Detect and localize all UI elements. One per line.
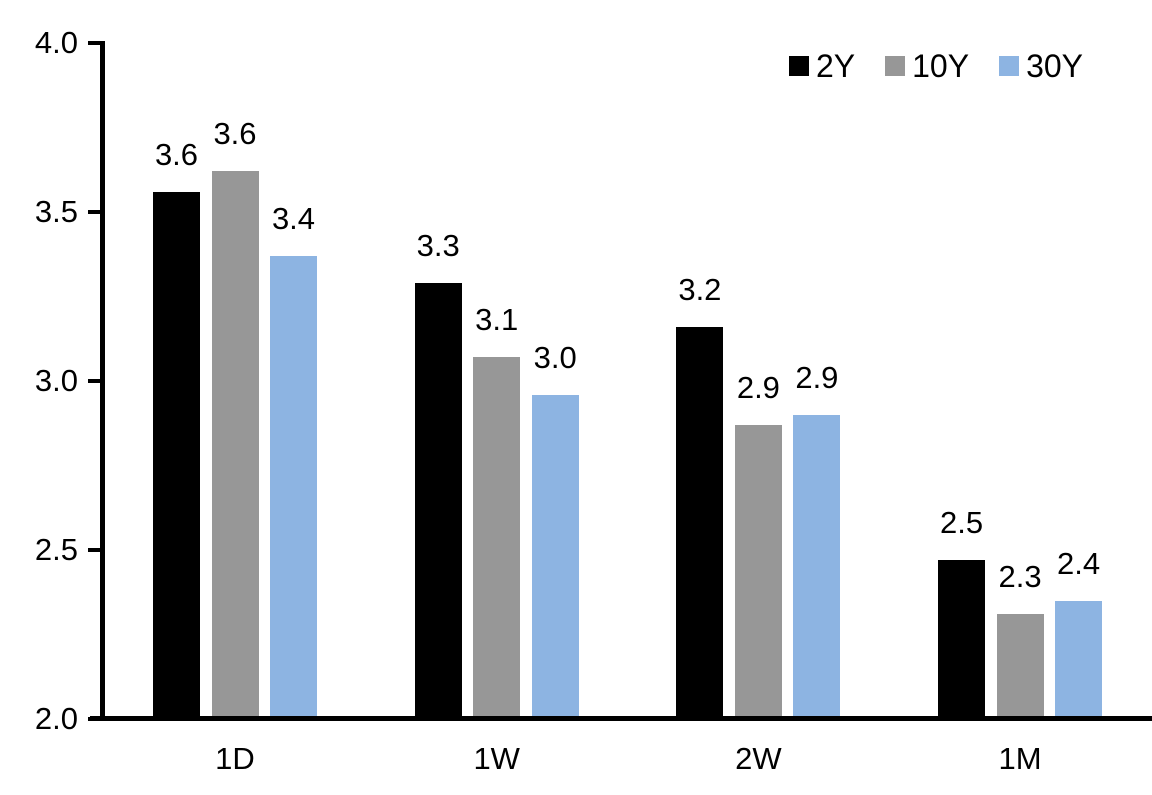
bar-value-label: 2.5 <box>940 505 984 541</box>
y-tick-label: 3.0 <box>34 363 78 398</box>
bar-10y-2w <box>734 424 782 716</box>
bar-10y-1m <box>996 614 1044 716</box>
bar-30y-1m <box>1055 600 1103 716</box>
bar-30y-1d <box>270 255 317 716</box>
y-axis-line <box>100 41 105 721</box>
bar-2y-2w <box>676 326 724 716</box>
bar-value-label: 3.2 <box>678 271 722 307</box>
bar-30y-2w <box>793 414 841 716</box>
bar-value-label: 2.4 <box>1057 545 1101 581</box>
y-tick <box>88 379 101 383</box>
bar-value-label: 2.9 <box>795 359 839 395</box>
legend-label: 2Y <box>815 48 856 84</box>
y-tick <box>88 41 101 45</box>
y-tick-label: 2.5 <box>34 532 78 567</box>
legend-item: 30Y <box>999 48 1083 84</box>
legend-swatch-30y <box>999 56 1020 76</box>
bar-value-label: 3.1 <box>475 302 519 338</box>
bar-value-label: 3.3 <box>416 227 460 263</box>
legend-swatch-10y <box>885 56 906 76</box>
y-tick <box>88 548 101 552</box>
y-tick <box>88 210 101 214</box>
bar-2y-1m <box>938 560 986 716</box>
bar-value-label: 3.0 <box>533 339 577 375</box>
x-category-label: 1D <box>215 741 255 776</box>
legend: 2Y 10Y 30Y <box>788 48 1083 84</box>
x-category-label: 1M <box>998 741 1042 776</box>
bar-30y-1w <box>531 394 579 716</box>
legend-item: 10Y <box>885 48 969 84</box>
bar-10y-1d <box>211 171 259 716</box>
x-category-label: 2W <box>735 741 782 776</box>
bar-value-label: 2.9 <box>736 369 780 405</box>
legend-label: 30Y <box>1026 48 1083 84</box>
legend-item: 2Y <box>788 48 856 84</box>
y-tick-label: 3.5 <box>34 194 78 229</box>
x-axis-line <box>90 716 1152 721</box>
bar-value-label: 3.4 <box>271 200 316 236</box>
bar-2y-1w <box>414 282 462 716</box>
bar-2y-1d <box>153 191 200 716</box>
bar-value-label: 3.6 <box>154 136 199 172</box>
legend-swatch-2y <box>788 56 809 76</box>
bar-10y-1w <box>473 357 521 716</box>
bar-value-label: 2.3 <box>998 559 1042 595</box>
x-category-label: 1W <box>473 741 520 776</box>
y-tick-label: 4.0 <box>34 25 78 60</box>
bar-value-label: 3.6 <box>213 116 257 152</box>
y-tick-label: 2.0 <box>34 701 78 736</box>
legend-label: 10Y <box>912 48 970 84</box>
